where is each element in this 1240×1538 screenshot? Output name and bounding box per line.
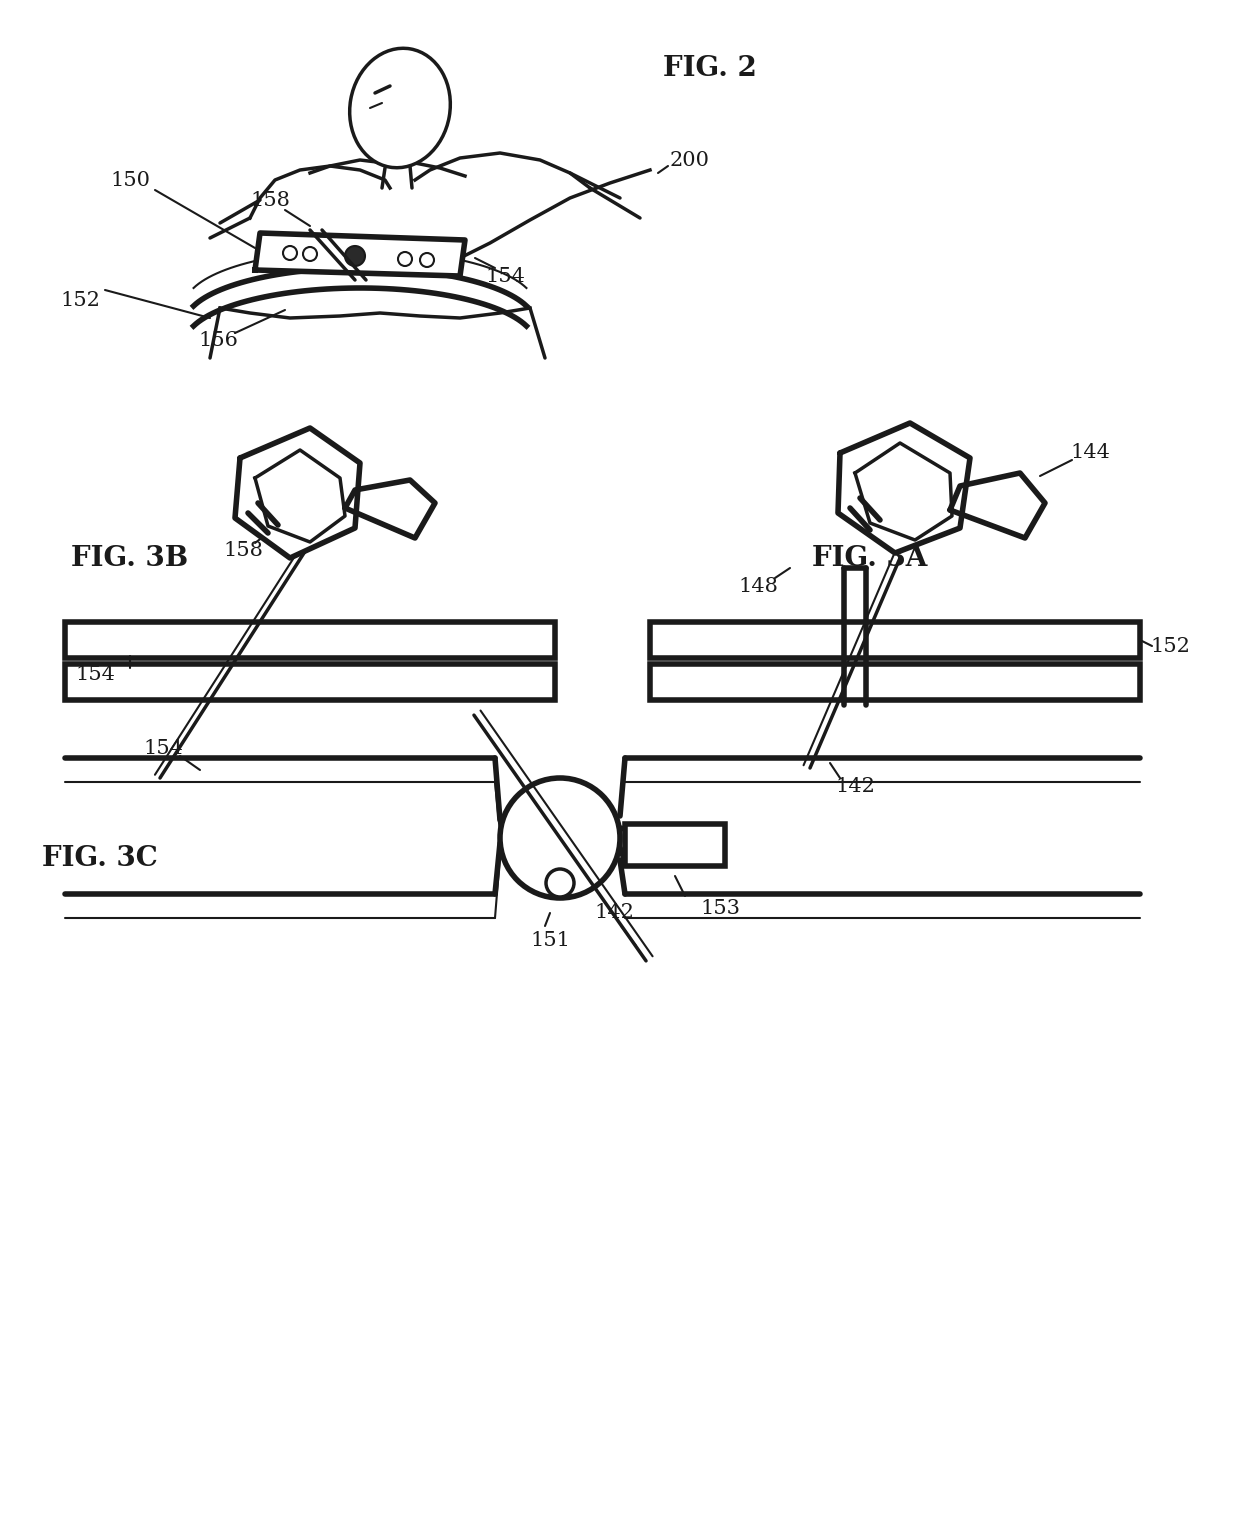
Circle shape: [345, 246, 365, 266]
Text: FIG. 3A: FIG. 3A: [812, 544, 928, 572]
Text: 150: 150: [110, 171, 150, 189]
Text: 154: 154: [76, 666, 115, 684]
Text: 158: 158: [223, 541, 263, 560]
Circle shape: [398, 252, 412, 266]
Circle shape: [500, 778, 620, 898]
Text: 154: 154: [485, 266, 525, 286]
Circle shape: [420, 252, 434, 268]
Bar: [625, 824, 725, 866]
Polygon shape: [236, 428, 360, 558]
Bar: [650, 664, 1140, 700]
Circle shape: [546, 869, 574, 897]
Text: 151: 151: [529, 930, 570, 949]
Polygon shape: [345, 480, 435, 538]
Text: 148: 148: [738, 577, 777, 595]
Bar: [64, 621, 556, 658]
Text: 152: 152: [60, 291, 100, 309]
Polygon shape: [950, 474, 1045, 538]
Bar: [650, 621, 1140, 658]
Text: 153: 153: [701, 898, 740, 918]
Text: 144: 144: [1070, 443, 1110, 463]
Text: 142: 142: [835, 777, 875, 795]
Text: 156: 156: [198, 332, 238, 351]
Text: 154: 154: [143, 738, 184, 758]
Text: FIG. 3B: FIG. 3B: [72, 544, 188, 572]
Text: 200: 200: [670, 151, 711, 169]
Circle shape: [303, 248, 317, 261]
Circle shape: [283, 246, 298, 260]
Text: 142: 142: [594, 903, 634, 923]
Text: 152: 152: [1149, 637, 1190, 655]
Text: FIG. 3C: FIG. 3C: [42, 844, 157, 872]
Polygon shape: [838, 423, 970, 554]
Bar: [64, 664, 556, 700]
Text: 158: 158: [250, 191, 290, 209]
Ellipse shape: [350, 48, 450, 168]
Polygon shape: [255, 232, 465, 275]
Text: FIG. 2: FIG. 2: [663, 54, 756, 82]
